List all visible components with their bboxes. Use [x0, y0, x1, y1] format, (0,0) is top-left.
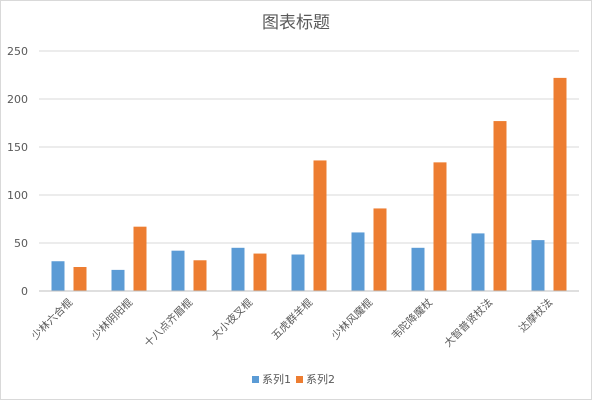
y-tick-label: 50 [14, 237, 28, 250]
bar-2 [73, 267, 87, 291]
bar-2 [313, 160, 327, 291]
y-tick-label: 100 [7, 189, 28, 202]
bar-1 [471, 233, 485, 291]
legend: 系列1 系列2 [252, 372, 335, 386]
legend-swatch-1 [252, 376, 259, 383]
bar-1 [411, 247, 425, 291]
x-category-label: 大小夜叉棍 [209, 296, 256, 343]
x-category-label: 五虎群羊棍 [269, 296, 316, 343]
bar-1 [531, 240, 545, 291]
chart-title: 图表标题 [262, 13, 330, 33]
y-tick-label: 0 [21, 285, 28, 298]
y-axis-ticks: 0 50 100 150 200 250 [7, 45, 28, 298]
bar-1 [111, 269, 125, 291]
x-category-label: 十八点齐眉棍 [141, 296, 195, 350]
bars [51, 77, 567, 291]
bar-2 [133, 226, 147, 291]
gridlines [39, 50, 579, 244]
x-category-label: 少林阴阳棍 [89, 296, 136, 343]
legend-label-2: 系列2 [306, 372, 335, 386]
bar-2 [493, 121, 507, 291]
y-tick-label: 200 [7, 93, 28, 106]
bar-1 [291, 254, 305, 291]
x-category-label: 少林风魔棍 [329, 296, 376, 343]
x-category-label: 大智普贤杖法 [441, 296, 495, 350]
x-category-label: 少林六合棍 [29, 296, 76, 343]
bar-1 [351, 232, 365, 291]
bar-1 [51, 261, 65, 291]
bar-2 [373, 208, 387, 291]
x-category-label: 达摩杖法 [516, 296, 555, 335]
legend-label-1: 系列1 [262, 372, 291, 386]
x-axis-categories: 少林六合棍 少林阴阳棍 十八点齐眉棍 大小夜叉棍 五虎群羊棍 少林风魔棍 韦陀降魔杖 大智普贤… [29, 296, 555, 350]
bar-2 [553, 77, 567, 291]
y-tick-label: 250 [7, 45, 28, 58]
bar-2 [193, 260, 207, 291]
bar-2 [253, 253, 267, 291]
x-category-label: 韦陀降魔杖 [389, 296, 436, 343]
bar-2 [433, 162, 447, 291]
bar-1 [171, 250, 185, 291]
bar-1 [231, 247, 245, 291]
legend-swatch-2 [296, 376, 303, 383]
y-tick-label: 150 [7, 141, 28, 154]
